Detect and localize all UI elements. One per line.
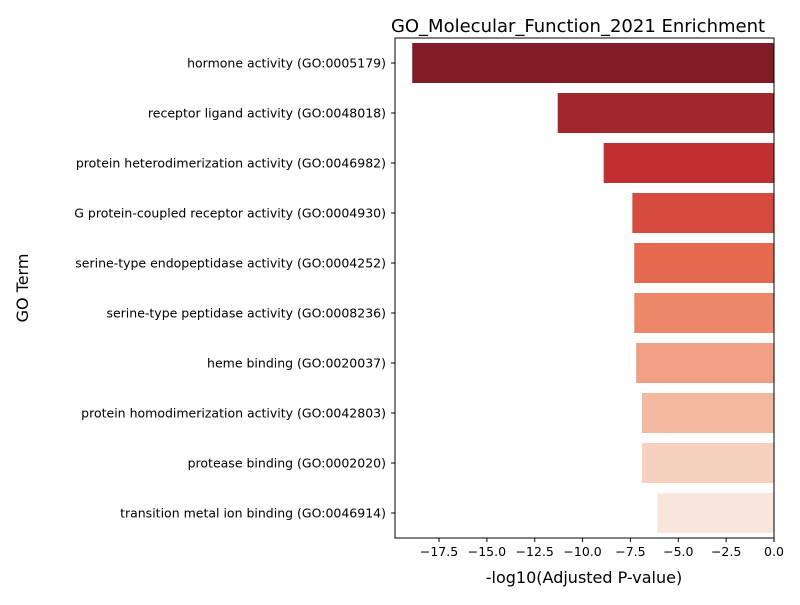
y-tick-label-3: G protein-coupled receptor activity (GO:… [74, 206, 386, 221]
bar-7 [641, 393, 774, 433]
x-tick-label-4: −7.5 [615, 544, 645, 559]
plot-frame [394, 37, 775, 539]
y-tick-labels: hormone activity (GO:0005179) receptor li… [74, 56, 395, 521]
x-tick-label-0: −17.5 [420, 544, 458, 559]
y-tick-label-7: protein homodimerization activity (GO:00… [81, 406, 386, 421]
bar-8 [641, 443, 774, 483]
x-tick-label-7: 0.0 [764, 544, 784, 559]
x-tick-label-3: −10.0 [563, 544, 601, 559]
y-tick-label-8: protease binding (GO:0002020) [188, 456, 386, 471]
y-axis-label: GO Term [13, 254, 32, 323]
x-axis-label: -log10(Adjusted P-value) [486, 568, 682, 587]
y-tick-label-5: serine-type peptidase activity (GO:00082… [106, 306, 386, 321]
x-ticks-group: −17.5 −15.0 −12.5 −10.0 −7.5 −5.0 −2.5 0.0 [420, 538, 784, 559]
bar-1 [557, 93, 774, 133]
x-tick-label-6: −2.5 [711, 544, 741, 559]
bar-2 [603, 143, 774, 183]
y-tick-label-9: transition metal ion binding (GO:0046914… [120, 506, 386, 521]
y-tick-label-4: serine-type endopeptidase activity (GO:0… [75, 256, 386, 271]
bar-9 [657, 493, 774, 533]
chart-title: GO_Molecular_Function_2021 Enrichment [391, 16, 765, 37]
bar-4 [634, 243, 774, 283]
x-tick-label-1: −15.0 [468, 544, 506, 559]
bar-6 [636, 343, 774, 383]
x-tick-label-2: −12.5 [516, 544, 554, 559]
y-tick-label-0: hormone activity (GO:0005179) [187, 56, 386, 71]
x-tick-label-5: −5.0 [663, 544, 693, 559]
bars-group [412, 43, 774, 533]
bar-0 [412, 43, 774, 83]
bar-5 [634, 293, 774, 333]
y-tick-label-6: heme binding (GO:0020037) [207, 356, 386, 371]
bar-3 [632, 193, 774, 233]
y-tick-label-1: receptor ligand activity (GO:0048018) [148, 106, 386, 121]
y-tick-label-2: protein heterodimerization activity (GO:… [76, 156, 386, 171]
